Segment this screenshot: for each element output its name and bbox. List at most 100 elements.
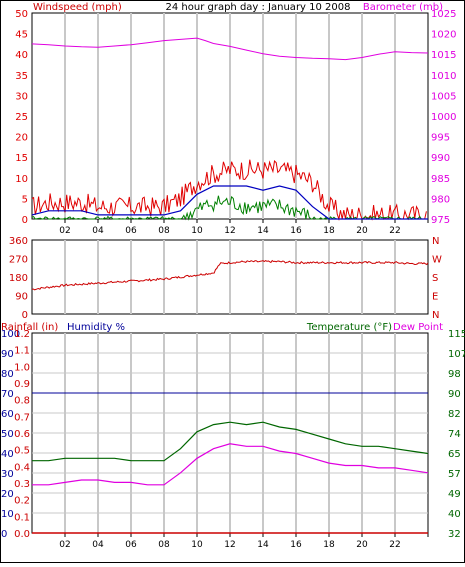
temperature-tick-label: 98: [448, 369, 461, 380]
windspeed-tick-label: 45: [15, 30, 28, 41]
humidity-tick-label: 70: [1, 389, 14, 400]
temperature-tick-label: 40: [448, 509, 461, 520]
humidity-tick-label: 80: [1, 369, 14, 380]
temperature-tick-label: 90: [448, 389, 461, 400]
rainfall-axis-label: Rainfall (in): [1, 322, 58, 333]
barometer-tick-label: 975: [431, 215, 450, 226]
rainfall-tick-label: 0.7: [14, 412, 30, 423]
barometer-tick-label: 985: [431, 174, 450, 185]
temperature-tick-label: 57: [448, 469, 461, 480]
windspeed-tick-label: 30: [15, 91, 28, 102]
temp-xtick-label: 20: [356, 540, 368, 550]
humidity-tick-label: 60: [1, 409, 14, 420]
direction-tick-label: 90: [15, 292, 28, 303]
humidity-tick-label: 40: [1, 449, 14, 460]
barometer-tick-label: 1025: [431, 9, 456, 20]
humidity-tick-label: 90: [1, 349, 14, 360]
rainfall-tick-label: 0.3: [14, 479, 30, 490]
wind-xtick-label: 06: [125, 226, 137, 236]
wind-xtick-label: 10: [191, 226, 203, 236]
wind-xtick-label: 02: [59, 226, 70, 236]
barometer-tick-label: 1005: [431, 91, 456, 102]
humidity-tick-label: 10: [1, 509, 14, 520]
temp-xtick-label: 08: [158, 540, 170, 550]
temp-xtick-label: 04: [92, 540, 104, 550]
wind-xtick-label: 20: [356, 226, 368, 236]
barometer-tick-label: 1015: [431, 50, 456, 61]
rainfall-tick-label: 1.2: [14, 329, 30, 340]
direction-tick-label: 0: [22, 310, 28, 321]
rainfall-tick-label: 0.8: [14, 396, 30, 407]
temperature-tick-label: 82: [448, 409, 461, 420]
direction-tick-label: 360: [9, 236, 28, 247]
rainfall-tick-label: 0.6: [14, 429, 30, 440]
humidity-tick-label: 0: [1, 529, 7, 540]
compass-tick-label: N: [432, 310, 439, 321]
barometer-tick-label: 990: [431, 153, 450, 164]
temp-xtick-label: 18: [323, 540, 335, 550]
temp-xtick-label: 10: [191, 540, 203, 550]
windspeed-tick-label: 40: [15, 50, 28, 61]
barometer-tick-label: 995: [431, 133, 450, 144]
wind-xtick-label: 16: [290, 226, 302, 236]
compass-tick-label: S: [432, 273, 438, 284]
temperature-axis-label: Temperature (°F): [306, 322, 392, 333]
humidity-tick-label: 100: [1, 329, 20, 340]
temperature-tick-label: 49: [448, 489, 461, 500]
windspeed-tick-label: 5: [22, 194, 28, 205]
compass-tick-label: W: [432, 255, 442, 266]
windspeed-tick-label: 50: [15, 9, 28, 20]
barometer-tick-label: 1000: [431, 112, 456, 123]
dewpoint-line: [32, 443, 429, 486]
wind-xtick-label: 14: [257, 226, 269, 236]
windspeed-tick-label: 20: [15, 133, 28, 144]
temp-xtick-label: 22: [389, 540, 400, 550]
windspeed-tick-label: 35: [15, 71, 28, 82]
humidity-axis-label: Humidity %: [67, 322, 125, 333]
wind-gust-line: [31, 159, 427, 221]
barometer-line: [31, 37, 429, 61]
wind-xtick-label: 04: [92, 226, 104, 236]
rainfall-tick-label: 0.0: [14, 529, 30, 540]
barometer-axis-label: Barometer (mb): [363, 2, 443, 13]
wind-barometer-panel: 02 04 06 08 10 12 14 16 18 20 22051015202530354045…: [15, 9, 456, 236]
rainfall-tick-label: 0.5: [14, 446, 30, 457]
rainfall-tick-label: 0.2: [14, 496, 30, 507]
temperature-tick-label: 115: [448, 329, 465, 340]
direction-tick-label: 180: [9, 273, 28, 284]
temperature-tick-label: 32: [448, 529, 461, 540]
humidity-tick-label: 30: [1, 469, 14, 480]
barometer-tick-label: 980: [431, 194, 450, 205]
barometer-tick-label: 1020: [431, 30, 456, 41]
temperature-tick-label: 65: [448, 449, 461, 460]
temperature-line: [32, 421, 429, 462]
temp-humidity-panel: 02 04 06 08 10 12 14 16 18 20 22 0 10 20 30 40 50 60 70 80 9…: [1, 329, 465, 550]
humidity-tick-label: 50: [1, 429, 14, 440]
windspeed-tick-label: 10: [15, 174, 28, 185]
temp-xtick-label: 02: [59, 540, 70, 550]
barometer-tick-label: 1010: [431, 71, 456, 82]
temp-xtick-label: 06: [125, 540, 137, 550]
wind-average-line: [31, 185, 428, 220]
windspeed-axis-label: Windspeed (mph): [33, 2, 122, 13]
humidity-tick-label: 20: [1, 489, 14, 500]
temp-xtick-label: 12: [224, 540, 235, 550]
wind-xtick-label: 18: [323, 226, 335, 236]
rainfall-tick-label: 0.1: [14, 512, 30, 523]
wind-xtick-label: 08: [158, 226, 170, 236]
windspeed-tick-label: 0: [22, 215, 28, 226]
temp-xtick-label: 16: [290, 540, 302, 550]
direction-tick-label: 270: [9, 255, 28, 266]
temperature-tick-label: 107: [448, 349, 465, 360]
compass-tick-label: N: [432, 236, 439, 247]
dewpoint-axis-label: Dew Point: [393, 322, 443, 333]
rainfall-tick-label: 1.1: [14, 346, 30, 357]
rainfall-tick-label: 1.0: [14, 362, 30, 373]
windspeed-tick-label: 25: [15, 112, 28, 123]
temp-xtick-label: 14: [257, 540, 269, 550]
wind-direction-line: [31, 259, 429, 291]
temperature-tick-label: 74: [448, 429, 461, 440]
